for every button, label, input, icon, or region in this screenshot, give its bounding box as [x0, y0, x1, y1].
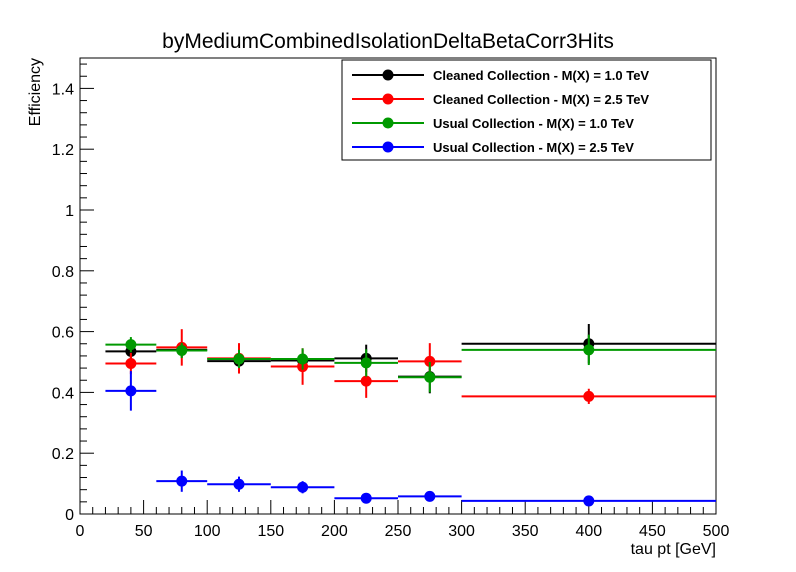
data-point: [233, 478, 245, 490]
legend-marker: [382, 69, 394, 81]
series-4: [105, 371, 716, 507]
axes: 0 50 100 150 200 250 300 350 400 450 500 0 0.2 0.4 0.6…: [52, 57, 730, 540]
x-axis-title: tau pt [GeV]: [631, 541, 716, 558]
data-point: [125, 339, 137, 351]
y-tick-label: 1.4: [52, 81, 74, 98]
y-tick-label: 0.2: [52, 446, 74, 463]
legend-label: Cleaned Collection - M(X) = 1.0 TeV: [433, 68, 649, 83]
legend-marker: [382, 117, 394, 129]
y-tick-label: 0.4: [52, 385, 74, 402]
data-point: [125, 358, 137, 370]
y-axis-title: Efficiency: [27, 58, 44, 126]
legend-entry: Usual Collection - M(X) = 1.0 TeV: [352, 116, 634, 131]
data-point: [424, 371, 436, 383]
legend-marker: [382, 141, 394, 153]
data-point: [360, 357, 372, 369]
data-point: [424, 355, 436, 367]
x-tick-label: 0: [76, 523, 85, 540]
data-point: [233, 353, 245, 365]
legend-label: Usual Collection - M(X) = 2.5 TeV: [433, 140, 634, 155]
x-tick-label: 500: [703, 523, 730, 540]
legend-entry: Cleaned Collection - M(X) = 1.0 TeV: [352, 68, 649, 83]
data-point: [297, 353, 309, 365]
data-point: [424, 490, 436, 502]
x-tick-label: 250: [385, 523, 412, 540]
chart-title: byMediumCombinedIsolationDeltaBetaCorr3H…: [162, 30, 614, 53]
data-point: [360, 492, 372, 504]
data-point: [125, 385, 137, 397]
series-3: [105, 334, 716, 393]
y-tick-label: 1.2: [52, 142, 74, 159]
x-tick-label: 100: [194, 523, 221, 540]
x-tick-label: 150: [257, 523, 284, 540]
data-point: [583, 495, 595, 507]
x-tick-label: 300: [448, 523, 475, 540]
y-tick-label: 0.6: [52, 325, 74, 342]
data-point: [297, 481, 309, 493]
series-1: [105, 324, 716, 394]
x-tick-label: 400: [575, 523, 602, 540]
data-point: [176, 344, 188, 356]
y-tick-label: 1: [65, 203, 74, 220]
x-tick-label: 450: [639, 523, 666, 540]
x-tick-label: 200: [321, 523, 348, 540]
legend: Cleaned Collection - M(X) = 1.0 TeV Clea…: [341, 59, 712, 161]
legend-box: [341, 59, 712, 161]
legend-entry: Usual Collection - M(X) = 2.5 TeV: [352, 140, 634, 155]
data-series: [105, 324, 716, 507]
legend-label: Usual Collection - M(X) = 1.0 TeV: [433, 116, 634, 131]
data-point: [360, 375, 372, 387]
data-point: [583, 390, 595, 402]
y-tick-label: 0.8: [52, 264, 74, 281]
legend-marker: [382, 93, 394, 105]
x-tick-label: 50: [135, 523, 153, 540]
x-tick-label: 350: [512, 523, 539, 540]
series-2: [105, 329, 716, 404]
legend-label: Cleaned Collection - M(X) = 2.5 TeV: [433, 92, 649, 107]
data-point: [583, 344, 595, 356]
legend-entry: Cleaned Collection - M(X) = 2.5 TeV: [352, 92, 649, 107]
data-point: [176, 475, 188, 487]
y-tick-label: 0: [65, 507, 74, 524]
